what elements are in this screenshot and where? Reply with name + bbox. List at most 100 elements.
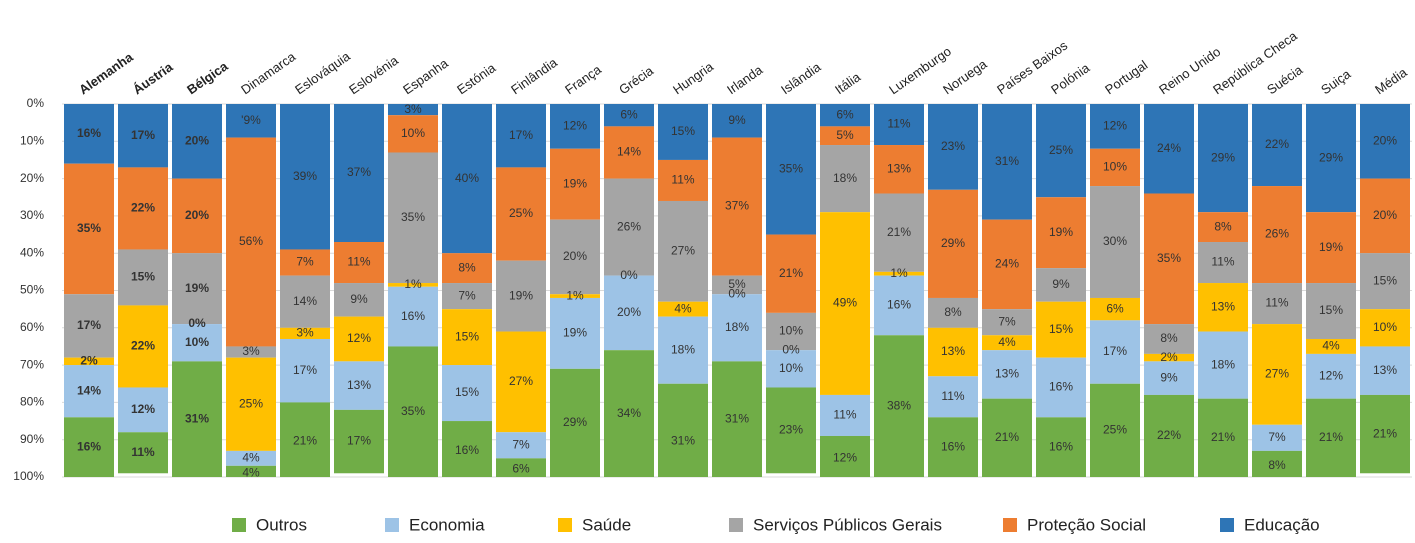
bar-segment xyxy=(226,346,276,358)
data-label: 8% xyxy=(1268,458,1286,472)
y-tick-label: 0% xyxy=(27,96,45,110)
bar-segment xyxy=(1360,309,1410,347)
legend-swatch xyxy=(1220,518,1234,532)
x-tick-label: França xyxy=(562,61,604,97)
data-label: 9% xyxy=(1052,277,1070,291)
data-label: 14% xyxy=(293,294,317,308)
bar-segment xyxy=(820,126,870,146)
legend-label: Outros xyxy=(256,515,307,534)
data-label: 15% xyxy=(131,270,155,284)
bar-segment xyxy=(550,104,600,149)
bar-segment xyxy=(226,137,276,347)
data-label: 10% xyxy=(185,335,209,349)
bar-segment xyxy=(280,275,330,328)
bar-segment xyxy=(820,145,870,213)
data-label: 11% xyxy=(941,389,964,403)
bar-segment xyxy=(64,163,114,295)
bar-segment xyxy=(496,458,546,477)
bar-segment xyxy=(1090,297,1140,321)
bars xyxy=(64,104,1410,477)
x-tick-label: Suécia xyxy=(1264,62,1306,98)
x-tick-label: Irlanda xyxy=(724,62,766,98)
bar-segment xyxy=(820,212,870,395)
data-label: 8% xyxy=(458,260,476,274)
bar-segment xyxy=(172,178,222,254)
data-label: 21% xyxy=(1373,426,1397,440)
data-label: 11% xyxy=(887,117,910,131)
bar-segment xyxy=(1252,186,1302,284)
legend-swatch xyxy=(232,518,246,532)
bar-segment xyxy=(388,283,438,287)
bar-segment xyxy=(280,402,330,477)
bar-segment xyxy=(604,126,654,179)
legend-label: Economia xyxy=(409,515,485,534)
data-label: 25% xyxy=(1103,423,1127,437)
bar-segment xyxy=(496,260,546,332)
data-label: 0% xyxy=(782,342,800,356)
legend-label: Serviços Públicos Gerais xyxy=(753,515,942,534)
legend-swatch xyxy=(558,518,572,532)
data-label: 11% xyxy=(347,255,370,269)
bar-segment xyxy=(1252,450,1302,477)
bar-segment xyxy=(1252,324,1302,425)
bar-segment xyxy=(1198,283,1248,332)
legend-swatch xyxy=(729,518,743,532)
bar-segment xyxy=(1036,417,1086,477)
bar-segment xyxy=(604,104,654,127)
bar-segment xyxy=(874,193,924,272)
bar-segment xyxy=(658,383,708,477)
bar-segment xyxy=(1144,394,1194,477)
data-label: 3% xyxy=(296,326,314,340)
bar-segment xyxy=(1198,212,1248,243)
data-label: 31% xyxy=(725,411,749,425)
data-label: 1% xyxy=(566,288,584,302)
legend-label: Saúde xyxy=(582,515,631,534)
data-label: 39% xyxy=(293,169,317,183)
y-tick-label: 20% xyxy=(20,171,44,185)
data-label: 24% xyxy=(995,257,1019,271)
bar-segment xyxy=(1198,398,1248,477)
bar-segment xyxy=(1306,283,1356,339)
data-label: 10% xyxy=(1373,320,1397,334)
bar-segment xyxy=(712,137,762,276)
bar-segment xyxy=(982,309,1032,336)
data-label: 26% xyxy=(1265,227,1289,241)
bar-segment xyxy=(172,104,222,179)
bar-segment xyxy=(928,297,978,328)
bar-segment xyxy=(1306,212,1356,284)
bar-segment xyxy=(928,327,978,377)
bar-segment xyxy=(1252,104,1302,187)
data-label: 30% xyxy=(1103,234,1127,248)
bar-segment xyxy=(712,104,762,138)
data-label: 21% xyxy=(1211,430,1235,444)
bar-segment xyxy=(118,249,168,306)
data-label: 16% xyxy=(941,439,965,453)
data-label: 3% xyxy=(404,102,422,116)
data-label: 9% xyxy=(350,292,368,306)
data-label: 16% xyxy=(401,309,425,323)
data-label: 35% xyxy=(401,210,425,224)
bar-segment xyxy=(226,104,276,138)
bar-segment xyxy=(928,189,978,298)
bar-segment xyxy=(550,368,600,477)
data-label: 15% xyxy=(1373,273,1397,287)
data-label: 18% xyxy=(725,320,749,334)
bar-segment xyxy=(1360,253,1410,310)
bar-segment xyxy=(820,104,870,127)
data-label: 7% xyxy=(512,437,530,451)
bar-segment xyxy=(604,350,654,477)
bar-segment xyxy=(604,275,654,351)
data-label: 20% xyxy=(1373,208,1397,222)
data-label: 5% xyxy=(836,128,854,142)
bar-segment xyxy=(874,145,924,194)
bar-segment xyxy=(496,331,546,433)
data-label: 10% xyxy=(779,361,803,375)
data-label: 17% xyxy=(77,318,101,332)
bar-segment xyxy=(496,104,546,168)
bar-segment xyxy=(118,387,168,433)
data-label: 6% xyxy=(1106,301,1124,315)
bar-segment xyxy=(550,219,600,295)
data-label: 22% xyxy=(131,201,155,215)
data-label: 15% xyxy=(455,385,479,399)
